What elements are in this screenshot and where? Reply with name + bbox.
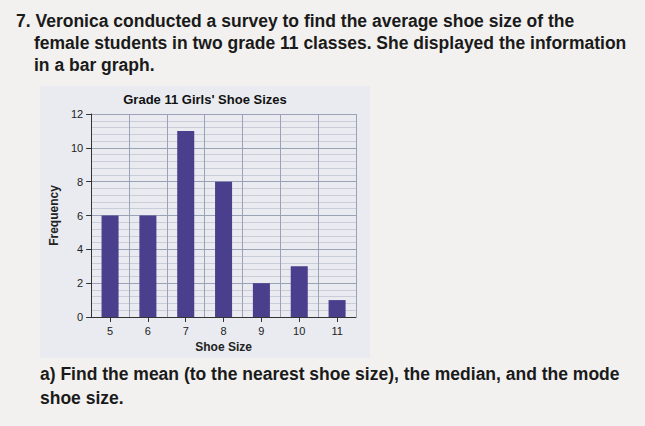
- svg-text:8: 8: [77, 176, 83, 188]
- svg-text:9: 9: [258, 325, 264, 337]
- svg-text:5: 5: [107, 325, 113, 337]
- svg-text:7: 7: [183, 325, 189, 337]
- html-text:a) Find the mean (to the neare: a) Find the mean (to the nearest shoe si…: [40, 364, 620, 408]
- svg-text:8: 8: [221, 325, 227, 337]
- svg-text:10: 10: [293, 325, 305, 337]
- svg-text:11: 11: [331, 325, 342, 337]
- svg-text:Grade 11 Girls' Shoe Sizes: Grade 11 Girls' Shoe Sizes: [123, 92, 287, 107]
- svg-text:6: 6: [145, 325, 151, 337]
- svg-text:6: 6: [77, 210, 83, 222]
- svg-text:0: 0: [77, 311, 83, 323]
- svg-text:10: 10: [71, 142, 83, 154]
- html-text:7. Veronica conducted a survey: 7. Veronica conducted a survey to find t…: [16, 11, 627, 75]
- svg-text:Shoe Size: Shoe Size: [195, 340, 252, 354]
- svg-text:2: 2: [77, 277, 83, 289]
- svg-text:12: 12: [71, 108, 83, 120]
- svg-text:Frequency: Frequency: [47, 185, 61, 246]
- svg-text:4: 4: [77, 243, 83, 255]
